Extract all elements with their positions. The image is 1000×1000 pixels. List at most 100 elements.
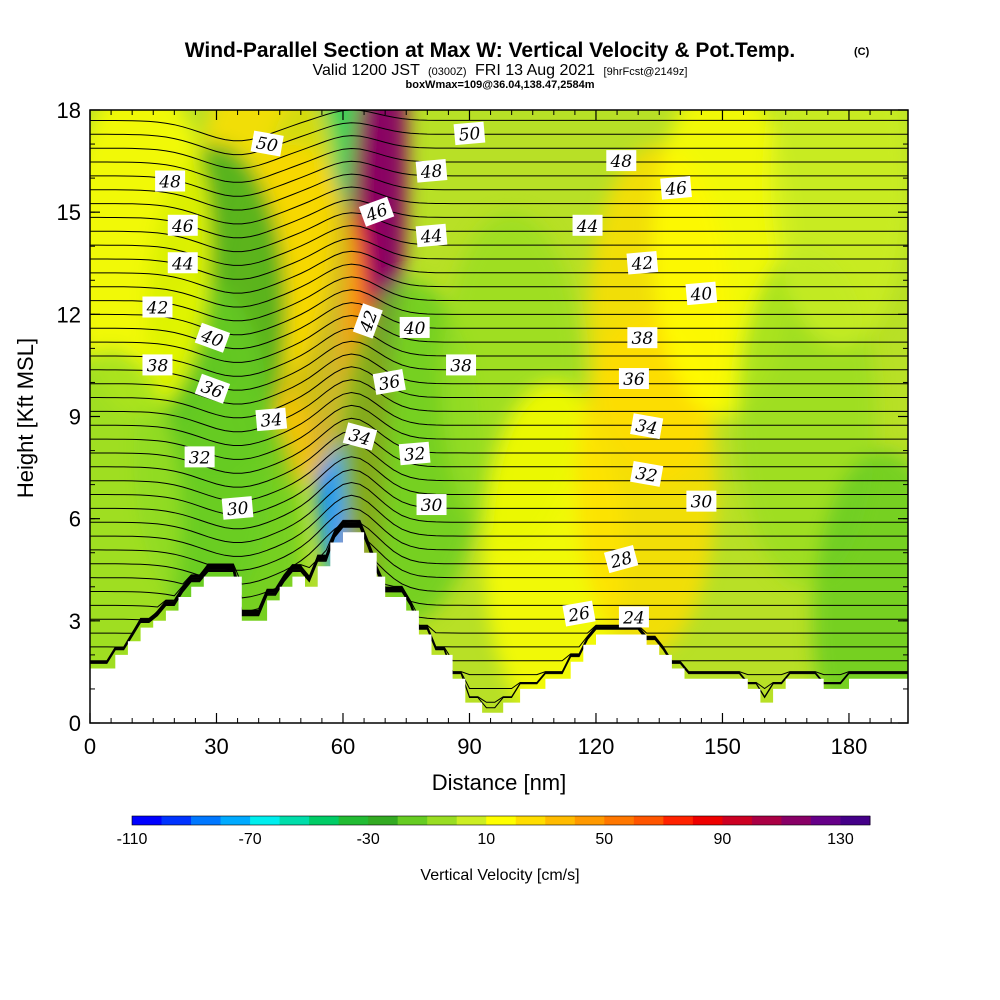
valid-date: FRI 13 Aug 2021	[475, 62, 595, 79]
theta-contour	[90, 379, 908, 433]
x-axis-title: Distance [nm]	[432, 770, 567, 795]
contour-label: 30	[221, 496, 254, 521]
theta-contour	[90, 173, 908, 211]
contour-label: 34	[255, 407, 288, 432]
contour-label: 34	[630, 413, 664, 439]
colorbar-swatch	[781, 816, 812, 825]
theta-contour	[90, 391, 908, 446]
colorbar-swatch	[338, 816, 369, 825]
colorbar-tick-label: -70	[239, 831, 262, 848]
contour-label: 40	[399, 316, 430, 339]
contour-label-text: 40	[689, 284, 713, 306]
colorbar-swatch	[692, 816, 723, 825]
contour-label: 38	[627, 327, 658, 349]
theta-contour	[90, 302, 908, 350]
chart-title: Wind-Parallel Section at Max W: Vertical…	[185, 39, 796, 62]
colorbar-tick-label: 10	[477, 831, 495, 848]
y-tick-label: 0	[69, 711, 81, 736]
contour-label-text: 46	[171, 217, 194, 237]
y-tick-label: 9	[69, 405, 81, 430]
contour-label-text: 44	[419, 226, 443, 248]
y-tick-label: 3	[69, 609, 81, 634]
valid-time: Valid 1200 JST	[313, 62, 421, 79]
contour-label: 48	[155, 170, 186, 193]
contour-label-text: 46	[664, 178, 688, 200]
x-tick-label: 60	[331, 734, 355, 759]
contour-label: 44	[415, 223, 448, 248]
theta-contour	[90, 147, 908, 183]
contour-label-text: 32	[189, 448, 211, 468]
contour-label-text: 30	[421, 496, 443, 516]
theta-contour	[90, 276, 908, 322]
contour-label-text: 42	[630, 253, 654, 275]
colorbar-frame	[131, 815, 871, 826]
contour-label-text: 36	[377, 372, 402, 395]
contour-label-text: 32	[634, 464, 659, 487]
theta-contour	[90, 199, 908, 239]
contour-label: 44	[167, 252, 198, 274]
contour-label: 32	[630, 460, 664, 487]
colorbar-tick-label: 50	[595, 831, 613, 848]
colorbar-swatch	[250, 816, 281, 825]
theta-contour	[90, 494, 908, 557]
contour-label-text: 48	[158, 173, 181, 193]
velocity-feature	[812, 450, 908, 723]
theta-contour	[90, 524, 908, 662]
contour-label: 42	[352, 303, 383, 339]
contour-label: 46	[660, 176, 692, 200]
contour-label-text: 38	[450, 356, 472, 376]
contour-label: 42	[142, 296, 173, 319]
theta-contour	[90, 507, 908, 571]
theta-contour	[90, 481, 908, 543]
contour-label-text: 34	[634, 416, 659, 439]
theta-contour	[90, 417, 908, 474]
velocity-feature	[770, 110, 908, 349]
colorbar-tick-label: 90	[714, 831, 732, 848]
x-tick-label: 90	[457, 734, 481, 759]
theta-contour	[90, 212, 908, 253]
colorbar-tick-label: 130	[827, 831, 854, 848]
contour-label-text: 50	[458, 124, 481, 146]
contour-label-text: 38	[632, 329, 654, 349]
contour-label-text: 44	[576, 217, 599, 237]
x-axis: 0 30 60 90 120 150 180	[84, 110, 892, 759]
colorbar: -110 -70 -30 10 50 90 130	[117, 815, 871, 848]
colorbar-swatch	[840, 816, 871, 825]
chart-title-suffix: (C)	[854, 46, 870, 58]
colorbar-swatch	[368, 816, 399, 825]
contour-label: 42	[626, 250, 659, 275]
colorbar-swatch	[604, 816, 635, 825]
theta-contour	[90, 520, 908, 585]
colorbar-swatch	[132, 816, 163, 825]
theta-contour	[90, 519, 908, 599]
theta-contour	[90, 525, 908, 690]
theta-contour	[90, 522, 908, 634]
theta-contour	[90, 263, 908, 308]
colorbar-swatch	[486, 816, 517, 825]
colorbar-title: Vertical Velocity [cm/s]	[420, 867, 579, 884]
colorbar-tick-label: -30	[357, 831, 380, 848]
chart-subtitle: Valid 1200 JST (0300Z) FRI 13 Aug 2021 […	[313, 62, 688, 79]
theta-contour	[90, 521, 908, 611]
contour-label: 46	[167, 214, 198, 237]
colorbar-swatch	[309, 816, 340, 825]
colorbar-swatch	[515, 816, 546, 825]
x-tick-label: 180	[831, 734, 868, 759]
theta-contour	[90, 523, 908, 648]
theta-contour	[90, 366, 908, 419]
contour-label-text: 30	[226, 499, 249, 521]
theta-contour	[90, 521, 908, 621]
contour-label-text: 34	[260, 410, 283, 432]
forecast-info: [9hrFcst@2149z]	[604, 66, 688, 78]
contour-label-text: 50	[255, 133, 280, 156]
theta-contour	[90, 160, 908, 197]
y-tick-label: 18	[57, 98, 81, 123]
contour-label: 26	[562, 600, 596, 627]
y-axis-title: Height [Kft MSL]	[13, 338, 38, 498]
contour-label-text: 48	[419, 161, 443, 183]
contour-label-text: 44	[171, 254, 194, 274]
colorbar-swatch	[456, 816, 487, 825]
contour-label: 50	[453, 121, 486, 146]
